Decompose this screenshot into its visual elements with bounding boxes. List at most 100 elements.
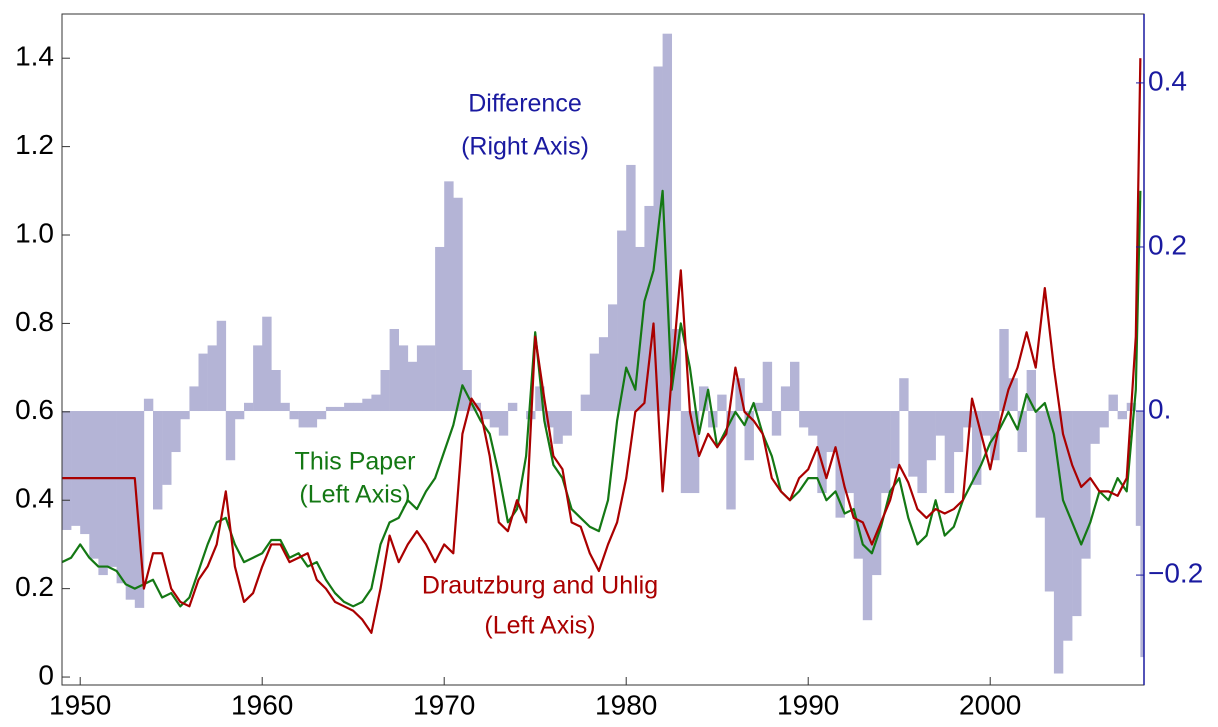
bar [1017,411,1027,453]
bar [398,345,409,412]
bar [1099,411,1109,428]
bar [426,345,436,412]
bar [1135,411,1144,526]
bar [234,411,245,420]
bar [180,411,190,420]
bar [480,411,491,420]
bar [553,411,563,444]
bar [1090,411,1100,444]
bar [726,411,736,510]
bar [881,411,891,494]
bar [507,402,518,412]
bar [444,181,454,412]
bar [780,386,791,412]
bar [1035,411,1046,518]
series-label: This Paper [295,448,416,476]
x-tick-label: 1960 [231,689,293,720]
bar [899,378,909,412]
bar [153,411,163,510]
x-tick-label: 2000 [959,689,1021,720]
x-tick-label: 1950 [49,689,111,720]
bar [871,411,882,576]
bar [89,411,99,559]
y-tick-label: 0 [38,659,54,690]
bar [244,402,254,412]
y2-tick-label: 0. [1148,393,1171,424]
bar [935,411,946,436]
bar [826,411,836,453]
bar [207,345,218,412]
y-tick-label: 1.2 [15,129,54,160]
y-tick-label: 1.0 [15,217,54,248]
bar [171,411,181,453]
bar [1008,378,1018,412]
bar [1053,411,1064,674]
series-note: (Left Axis) [484,612,595,640]
bar [498,411,509,436]
bar [535,386,545,412]
bar [762,361,773,412]
bar [608,304,618,412]
bar [699,386,709,412]
bar [617,230,627,412]
series-label: Difference [468,90,582,118]
bar [962,411,973,428]
bar [890,411,900,469]
bar [1072,411,1082,617]
bar [407,361,418,412]
bar [1063,411,1073,641]
bar [589,353,600,412]
bar [62,411,72,530]
bar [362,398,372,412]
bar [253,345,263,412]
bar [626,164,636,412]
bar [562,411,572,436]
bar [435,246,445,412]
bar [717,394,727,412]
bar [598,337,609,412]
bar [1026,370,1037,412]
bar [116,411,127,584]
bar [225,411,236,461]
y-tick-label: 1.4 [15,41,54,72]
bar [298,411,309,428]
bar [580,394,591,412]
bar [344,402,354,412]
x-tick-label: 1990 [777,689,839,720]
bar [689,411,700,494]
bar [853,411,864,559]
bar [926,411,936,461]
bar [662,33,673,412]
bar [671,328,682,412]
series-note: (Left Axis) [299,481,410,509]
bar [844,411,855,494]
y-tick-label: 0.2 [15,571,54,602]
y-tick-label: 0.8 [15,306,54,337]
bar [644,205,654,412]
bar [1117,411,1128,420]
bar [289,411,299,420]
bar [1108,394,1118,412]
bar [134,411,145,608]
bar [489,411,500,428]
bar [71,411,81,526]
bar [944,411,955,494]
bar [262,316,272,412]
bar [107,411,117,567]
bar [198,353,208,412]
bar [680,411,691,494]
bar [908,411,918,477]
line [62,189,1142,608]
bar [271,370,281,412]
bar [917,411,927,494]
bar [380,370,390,412]
bar [1081,411,1091,559]
bar [817,411,827,494]
plot-area [62,33,1144,674]
x-tick-label: 1970 [413,689,475,720]
bar [353,402,363,412]
bar [635,246,645,412]
bar [862,411,873,621]
line [62,58,1142,634]
